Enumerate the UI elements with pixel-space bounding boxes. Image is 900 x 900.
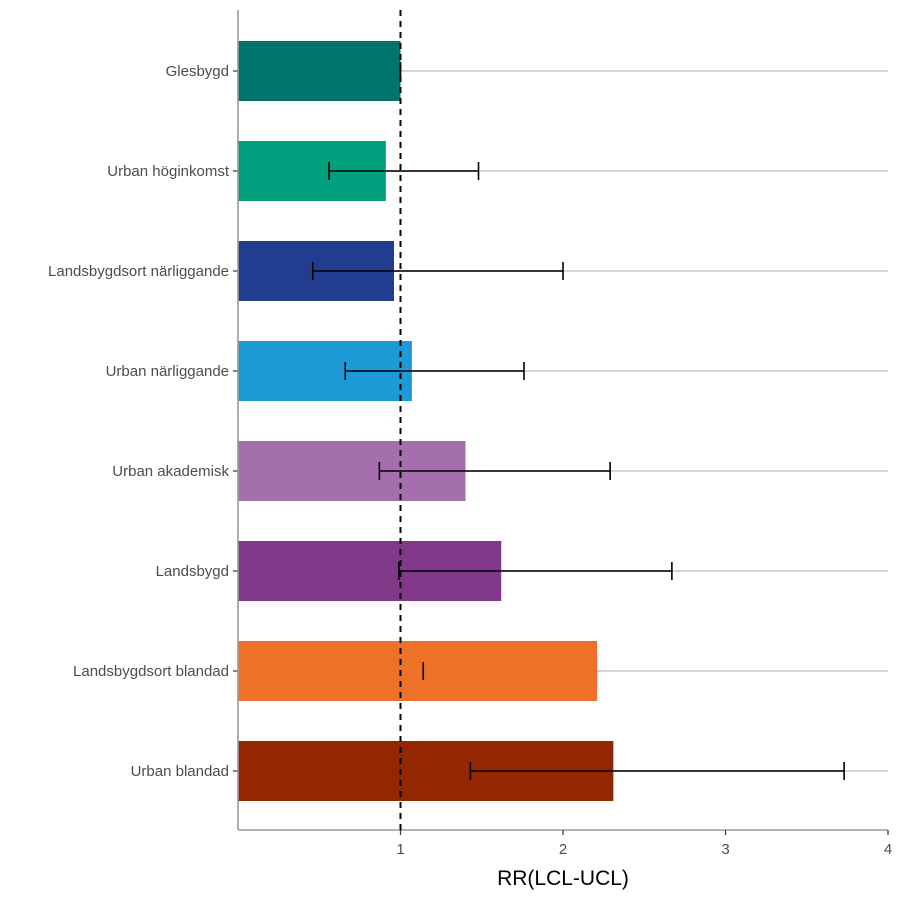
bars xyxy=(238,41,614,801)
x-axis-title: RR(LCL-UCL) xyxy=(497,867,629,890)
labels: Glesbygd Urban höginkomst Landsbygdsort nä… xyxy=(48,63,892,858)
error-bar-urban-n-rliggande xyxy=(344,362,525,380)
error-bars xyxy=(311,62,845,780)
error-bar-landsbygdsort-n-rliggande xyxy=(311,262,564,280)
category-label-landsbygd: Landsbygd xyxy=(156,563,229,580)
category-label-landsbygdsort-blandad: Landsbygdsort blandad xyxy=(73,663,229,680)
category-label-urban-h-ginkomst: Urban höginkomst xyxy=(107,163,230,180)
x-tick-label-4: 4 xyxy=(884,841,892,858)
category-label-urban-n-rliggande: Urban närliggande xyxy=(106,363,229,380)
category-label-urban-akademisk: Urban akademisk xyxy=(112,463,229,480)
x-tick-label-1: 1 xyxy=(396,841,404,858)
bar-glesbygd xyxy=(238,41,401,101)
bar-landsbygdsort-blandad xyxy=(238,641,598,701)
category-label-urban-blandad: Urban blandad xyxy=(131,763,229,780)
category-label-glesbygd: Glesbygd xyxy=(166,63,229,80)
error-bar-urban-h-ginkomst xyxy=(328,162,480,180)
error-bar-urban-akademisk xyxy=(378,462,611,480)
error-bar-landsbygd xyxy=(398,562,673,580)
category-label-landsbygdsort-n-rliggande: Landsbygdsort närliggande xyxy=(48,263,229,280)
x-tick-label-3: 3 xyxy=(721,841,729,858)
axes xyxy=(233,10,889,835)
x-tick-label-2: 2 xyxy=(559,841,567,858)
error-bar-urban-blandad xyxy=(469,762,845,780)
